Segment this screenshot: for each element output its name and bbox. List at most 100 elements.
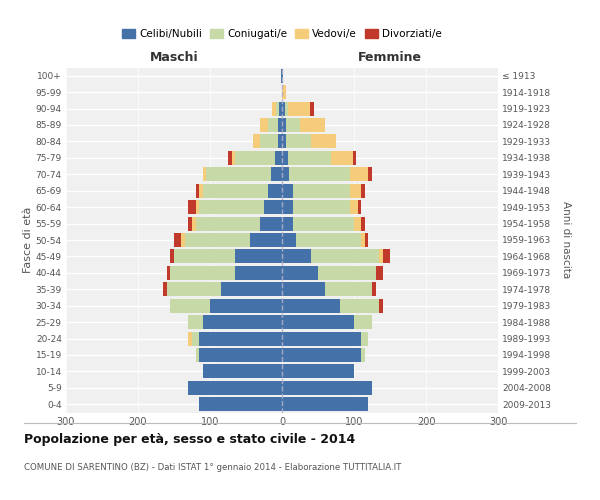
Bar [282,250,311,264]
Bar [260,216,282,230]
Bar [275,151,282,165]
Bar [279,102,282,116]
Bar [235,250,282,264]
Bar [163,282,167,296]
Bar [235,266,282,280]
Bar [282,298,340,312]
Bar [192,216,196,230]
Bar [232,151,235,165]
Bar [260,118,268,132]
Bar [282,282,325,296]
Bar [325,282,372,296]
Bar [318,266,376,280]
Bar [167,282,221,296]
Bar [203,364,282,378]
Bar [354,315,372,329]
Bar [282,68,283,82]
Bar [282,118,286,132]
Bar [196,216,260,230]
Bar [368,168,372,181]
Bar [379,250,383,264]
Bar [282,348,361,362]
Bar [196,184,199,198]
Bar [272,102,275,116]
Bar [296,233,361,247]
Bar [260,134,278,148]
Text: Femmine: Femmine [358,51,422,64]
Bar [170,298,210,312]
Bar [282,332,361,345]
Bar [361,184,365,198]
Bar [361,348,365,362]
Bar [288,151,331,165]
Bar [282,315,354,329]
Bar [185,233,250,247]
Bar [199,398,282,411]
Bar [376,266,383,280]
Bar [174,233,181,247]
Bar [181,233,185,247]
Bar [286,118,300,132]
Bar [203,184,268,198]
Bar [253,134,260,148]
Bar [264,200,282,214]
Bar [282,381,372,395]
Bar [379,298,383,312]
Bar [206,168,271,181]
Bar [192,332,199,345]
Bar [188,381,282,395]
Bar [203,315,282,329]
Bar [311,134,336,148]
Bar [350,184,361,198]
Bar [268,118,278,132]
Bar [293,184,350,198]
Bar [282,200,293,214]
Bar [170,266,235,280]
Bar [250,233,282,247]
Bar [196,200,199,214]
Bar [228,151,232,165]
Bar [188,216,192,230]
Bar [196,348,199,362]
Bar [199,200,264,214]
Bar [289,168,350,181]
Bar [340,298,379,312]
Bar [293,216,354,230]
Bar [282,102,285,116]
Legend: Celibi/Nubili, Coniugati/e, Vedovi/e, Divorziati/e: Celibi/Nubili, Coniugati/e, Vedovi/e, Di… [118,24,446,43]
Bar [235,151,275,165]
Bar [361,233,365,247]
Bar [300,118,325,132]
Bar [372,282,376,296]
Bar [285,102,289,116]
Bar [282,266,318,280]
Bar [282,134,286,148]
Bar [278,134,282,148]
Bar [282,184,293,198]
Bar [199,348,282,362]
Bar [350,200,358,214]
Bar [275,102,279,116]
Bar [203,168,206,181]
Text: Maschi: Maschi [149,51,199,64]
Bar [188,315,203,329]
Bar [289,102,310,116]
Bar [268,184,282,198]
Bar [293,200,350,214]
Bar [174,250,235,264]
Y-axis label: Anni di nascita: Anni di nascita [561,202,571,278]
Bar [353,151,356,165]
Bar [188,200,196,214]
Bar [271,168,282,181]
Bar [358,200,361,214]
Bar [310,102,314,116]
Bar [199,332,282,345]
Bar [282,151,288,165]
Bar [170,250,174,264]
Bar [350,168,368,181]
Bar [354,216,361,230]
Bar [221,282,282,296]
Bar [282,233,296,247]
Bar [199,184,203,198]
Text: COMUNE DI SARENTINO (BZ) - Dati ISTAT 1° gennaio 2014 - Elaborazione TUTTITALIA.: COMUNE DI SARENTINO (BZ) - Dati ISTAT 1°… [24,462,401,471]
